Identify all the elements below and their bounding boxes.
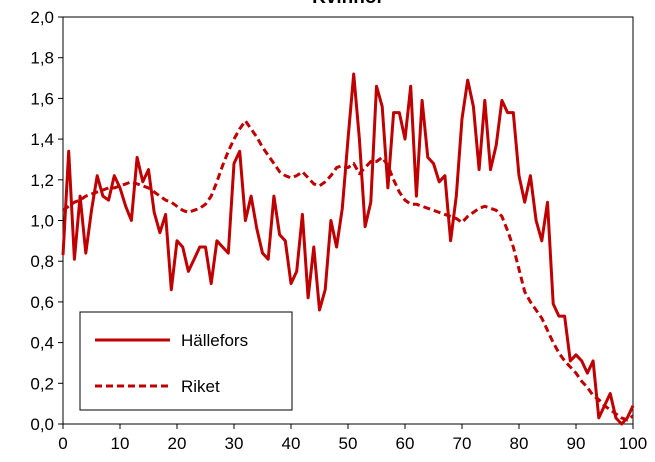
x-tick-label: 40 bbox=[282, 434, 301, 453]
x-tick-label: 80 bbox=[510, 434, 529, 453]
x-tick-label: 0 bbox=[58, 434, 67, 453]
x-tick-label: 70 bbox=[453, 434, 472, 453]
x-tick-label: 90 bbox=[567, 434, 586, 453]
legend-label: Hällefors bbox=[181, 331, 248, 350]
y-tick-label: 1,8 bbox=[30, 49, 54, 68]
y-tick-label: 1,6 bbox=[30, 89, 54, 108]
x-tick-label: 60 bbox=[396, 434, 415, 453]
x-tick-label: 20 bbox=[168, 434, 187, 453]
series-line bbox=[61, 72, 635, 426]
y-tick-label: 0,8 bbox=[30, 252, 54, 271]
x-tick-label: 30 bbox=[225, 434, 244, 453]
x-tick-label: 50 bbox=[339, 434, 358, 453]
series-line bbox=[62, 119, 634, 422]
y-tick-label: 1,4 bbox=[30, 130, 54, 149]
x-tick-label: 10 bbox=[111, 434, 130, 453]
legend-box bbox=[79, 311, 293, 411]
x-tick-label: 100 bbox=[619, 434, 647, 453]
y-tick-label: 0,2 bbox=[30, 374, 54, 393]
y-tick-label: 0,4 bbox=[30, 334, 54, 353]
y-tick-label: 2,0 bbox=[30, 8, 54, 27]
y-tick-label: 1,0 bbox=[30, 212, 54, 231]
y-tick-label: 0,6 bbox=[30, 293, 54, 312]
y-tick-label: 1,2 bbox=[30, 171, 54, 190]
y-tick-label: 0,0 bbox=[30, 415, 54, 434]
legend-label: Riket bbox=[181, 377, 220, 396]
chart-title: Kvinnor bbox=[312, 0, 384, 8]
